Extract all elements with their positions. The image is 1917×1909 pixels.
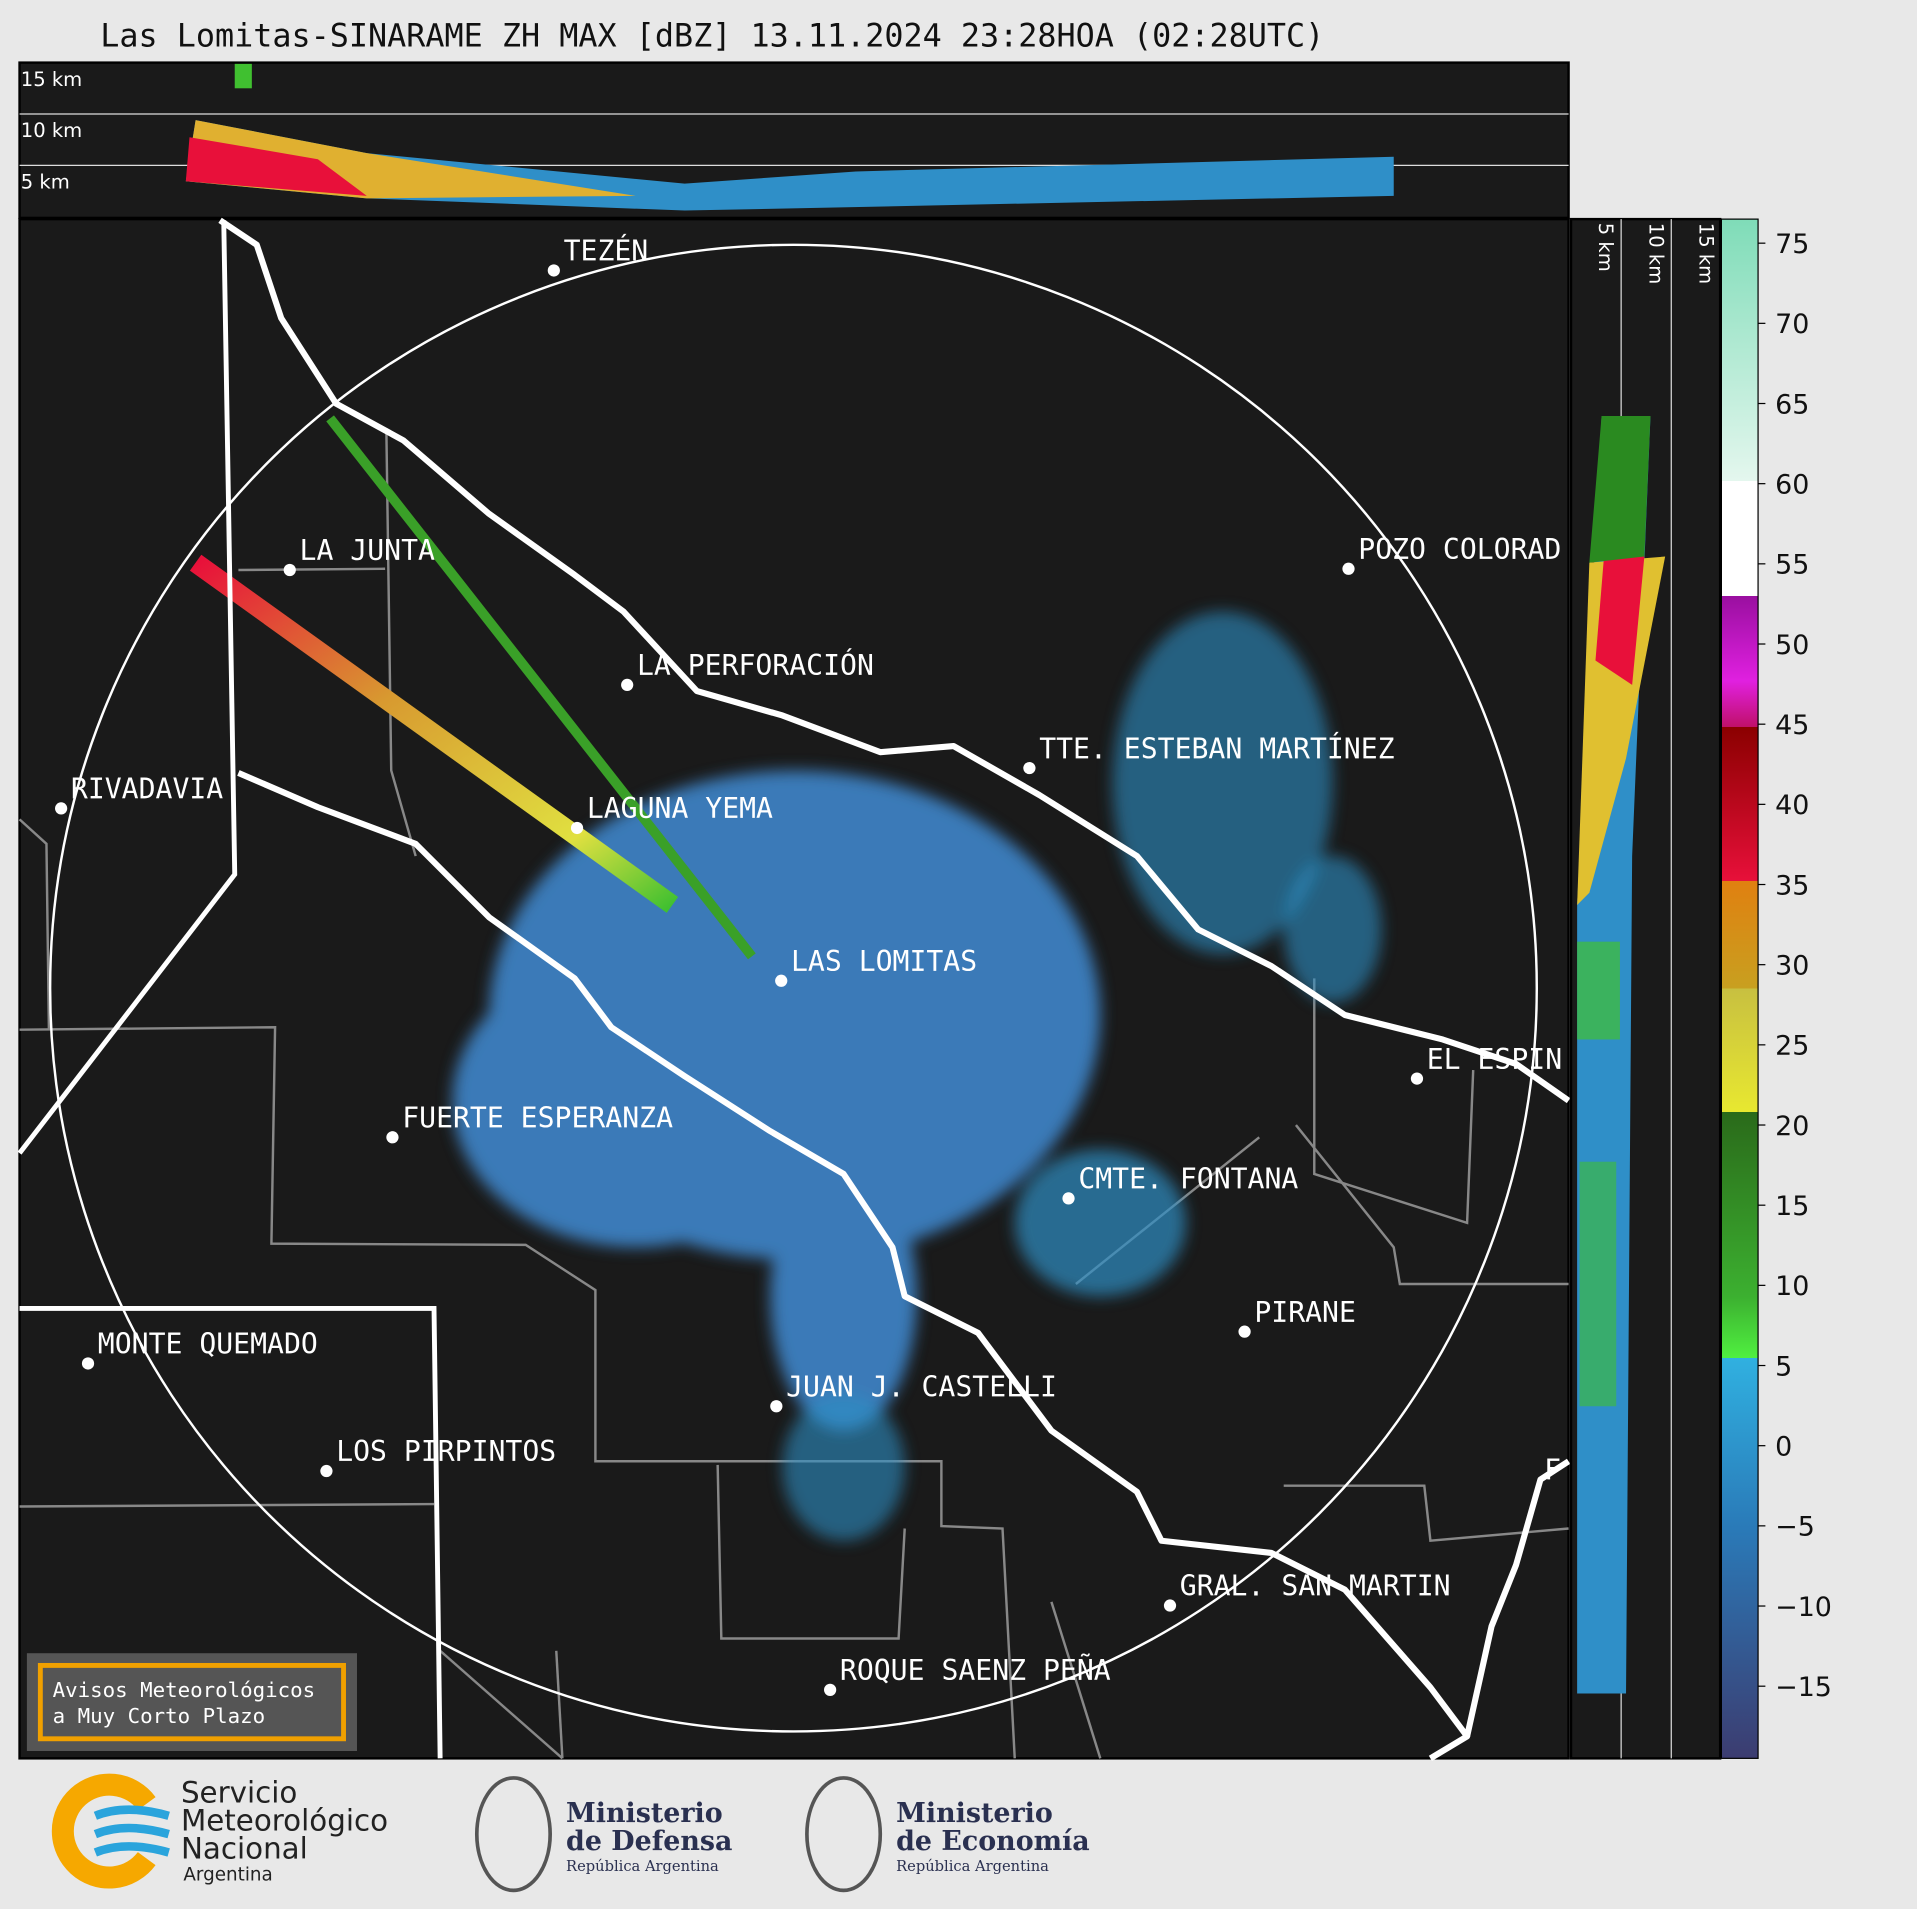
place-label: CMTE. FONTANA	[1078, 1163, 1298, 1196]
height-label: 10 km	[21, 119, 82, 142]
smn-logo	[93, 1805, 170, 1857]
colorbar-tick-label: −5	[1775, 1512, 1815, 1543]
province-border	[17, 220, 443, 1759]
place-label: EL ESPIN	[1427, 1043, 1562, 1076]
place-label: GRAL. SAN MARTIN	[1180, 1570, 1451, 1603]
echo-spoke	[326, 415, 756, 960]
colorbar-tick-label: 5	[1775, 1351, 1792, 1382]
logo-text: Argentina	[183, 1865, 272, 1886]
place-label: PIRANE	[1254, 1296, 1356, 1329]
height-label: 15 km	[21, 68, 82, 91]
place-label: TTE. ESTEBAN MARTÍNEZ	[1039, 731, 1394, 765]
place-marker	[81, 1357, 95, 1370]
warning-text: a Muy Corto Plazo	[53, 1704, 266, 1728]
coat-of-arms	[474, 1776, 552, 1893]
place-label: LAGUNA YEMA	[587, 792, 773, 825]
logo-text: Nacional	[181, 1832, 308, 1866]
place-marker	[547, 264, 560, 277]
logo-text: Meteorológico	[181, 1803, 388, 1837]
place-marker	[770, 1400, 783, 1413]
place-label: POZO COLORAD	[1358, 533, 1561, 566]
echo-spoke	[189, 554, 679, 913]
logo-text: de Economía	[896, 1826, 1090, 1857]
place-marker	[824, 1683, 837, 1696]
place-label: LOS PIRPINTOS	[336, 1435, 556, 1468]
colorbar-tick-label: 15	[1775, 1191, 1809, 1222]
place-marker	[570, 821, 584, 835]
height-label: 10 km	[1644, 223, 1667, 284]
coat-of-arms	[805, 1776, 883, 1893]
place-label: MONTE QUEMADO	[98, 1328, 318, 1361]
province-lines	[18, 428, 1569, 1760]
place-label: RIVADAVIA	[71, 773, 223, 806]
place-marker	[1062, 1192, 1075, 1205]
logo-text: Servicio	[181, 1775, 297, 1809]
logo-text: de Defensa	[566, 1826, 732, 1857]
colorbar	[1720, 218, 1759, 1759]
logo-text: República Argentina	[896, 1858, 1049, 1875]
place-marker	[621, 678, 634, 692]
logo-text: Ministerio	[896, 1798, 1053, 1829]
colorbar-tick-label: 10	[1775, 1271, 1809, 1302]
height-label: 5 km	[1594, 223, 1617, 272]
place-label: JUAN J. CASTELLI	[786, 1370, 1057, 1403]
place-marker	[1023, 761, 1036, 775]
echo	[234, 63, 252, 89]
place-marker	[1238, 1325, 1251, 1338]
range-ring	[48, 243, 1539, 1733]
colorbar-tick-label: 45	[1775, 710, 1809, 741]
colorbar-tick-label: 25	[1775, 1031, 1809, 1062]
place-marker	[775, 974, 788, 987]
place-marker	[1342, 562, 1355, 575]
colorbar-tick-label: 20	[1775, 1111, 1809, 1142]
place-label: ROQUE SAENZ PEÑA	[840, 1653, 1111, 1687]
warning-box-border	[37, 1662, 346, 1742]
place-marker	[386, 1131, 399, 1144]
colorbar-tick-label: 70	[1775, 309, 1809, 340]
warning-box	[26, 1653, 357, 1752]
warning-text: Avisos Meteorológicos	[53, 1678, 316, 1702]
place-marker	[320, 1464, 333, 1478]
echo-profile	[185, 137, 367, 196]
colorbar-tick-label: 55	[1775, 550, 1809, 581]
place-marker	[1163, 1599, 1177, 1612]
place-label: F	[1544, 1454, 1561, 1487]
place-label: LAS LOMITAS	[791, 945, 977, 978]
title: Las Lomitas-SINARAME ZH MAX [dBZ] 13.11.…	[100, 19, 1324, 55]
colorbar-tick-label: 40	[1775, 790, 1809, 821]
logo-text: Ministerio	[566, 1798, 723, 1829]
place-label: TEZÉN	[564, 234, 649, 268]
smn-logo	[51, 1773, 156, 1889]
colorbar-tick-label: 30	[1775, 950, 1809, 981]
place-label: LA PERFORACIÓN	[637, 648, 874, 682]
height-label: 15 km	[1694, 223, 1717, 284]
height-label: 5 km	[21, 171, 70, 194]
colorbar-tick-label: 50	[1775, 630, 1809, 661]
place-marker	[283, 563, 296, 577]
colorbar-tick-label: −15	[1775, 1672, 1832, 1703]
colorbar-tick-label: 65	[1775, 389, 1809, 420]
logo-text: República Argentina	[566, 1858, 719, 1875]
echo-profile	[1595, 556, 1645, 685]
echo	[1579, 1161, 1617, 1407]
echo	[1577, 941, 1620, 1040]
colorbar-tick-label: 60	[1775, 469, 1809, 500]
colorbar-tick-label: 35	[1775, 870, 1809, 901]
echo-profile	[1589, 415, 1651, 563]
colorbar-tick-label: 0	[1775, 1431, 1792, 1462]
place-marker	[1410, 1072, 1424, 1085]
place-marker	[55, 802, 68, 815]
place-label: LA JUNTA	[300, 534, 435, 567]
borders	[218, 217, 1571, 1761]
colorbar-tick-label: −10	[1775, 1592, 1832, 1623]
place-label: FUERTE ESPERANZA	[402, 1101, 673, 1134]
colorbar-tick-label: 75	[1775, 229, 1809, 260]
